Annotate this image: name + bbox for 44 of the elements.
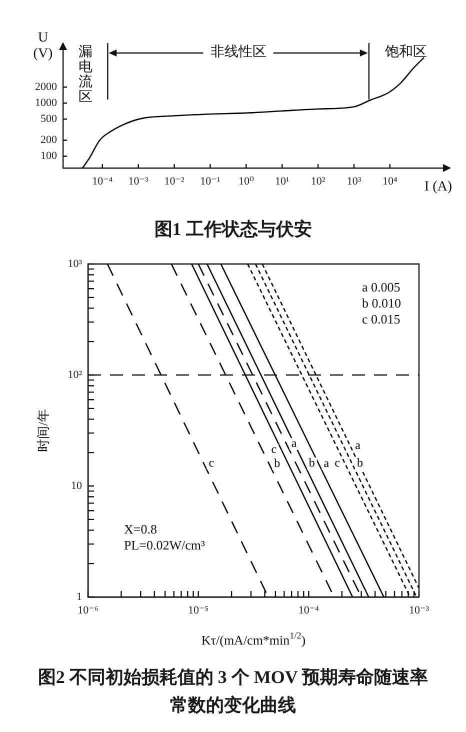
x-tick-label: 10³ <box>346 175 362 188</box>
x-tick-label: 10⁻² <box>164 175 186 188</box>
y-axis-title: 时间/年 <box>35 409 50 452</box>
y-tick-label: 2000 <box>35 81 58 94</box>
series-label: b <box>308 456 315 470</box>
x-tick-label: 10⁰ <box>238 175 254 188</box>
text: 图1 工作状态与伏安 <box>153 218 313 241</box>
y-tick-label: 200 <box>40 134 58 146</box>
y-tick-label: 10² <box>68 368 83 381</box>
series-label: b <box>357 456 364 470</box>
y-tick-label: 1000 <box>35 97 58 109</box>
series-label: b <box>274 456 280 470</box>
y-tick-label: 100 <box>40 150 58 162</box>
annotation: c 0.015 <box>362 311 400 326</box>
annotation: X=0.8 <box>124 521 157 536</box>
series-label: c <box>271 442 277 456</box>
x-tick-label: 10² <box>310 175 326 188</box>
y-tick-label: 500 <box>40 112 58 125</box>
x-tick-label: 10⁻⁴ <box>298 604 320 616</box>
x-tick-label: 10⁻¹ <box>200 175 220 188</box>
series-label: c <box>208 456 214 470</box>
annotation: PL=0.02W/cm³ <box>124 537 206 552</box>
x-tick-label: 10⁻⁶ <box>78 604 98 616</box>
y-tick-label: 10³ <box>68 258 83 270</box>
x-tick-label: 10⁻³ <box>408 604 430 616</box>
x-axis-title: I (A) <box>424 180 452 195</box>
series-label: c <box>334 456 340 470</box>
x-tick-label: 10⁻⁴ <box>92 175 113 188</box>
annotation: b 0.010 <box>362 295 401 310</box>
y-axis-title: U (V) <box>33 30 54 62</box>
x-tick-label: 10⁻³ <box>128 175 150 188</box>
series-label: a <box>291 436 298 450</box>
series-label: a <box>324 456 330 470</box>
series-label: a <box>355 438 362 452</box>
text: 图2 不同初始损耗值的 3 个 MOV 预期寿命随速率常数的变化曲线 <box>36 666 430 717</box>
annotation: 漏电流区 <box>77 45 94 105</box>
x-tick-label: 10⁻⁵ <box>188 604 209 616</box>
annotation: a 0.005 <box>362 279 400 294</box>
annotation: 饱和区 <box>384 45 427 61</box>
y-tick-label: 1 <box>76 590 82 603</box>
annotation: 非线性区 <box>210 45 266 61</box>
x-tick-label: 10¹ <box>274 175 290 188</box>
y-tick-label: 10 <box>71 480 82 492</box>
x-tick-label: 10⁴ <box>382 175 398 188</box>
